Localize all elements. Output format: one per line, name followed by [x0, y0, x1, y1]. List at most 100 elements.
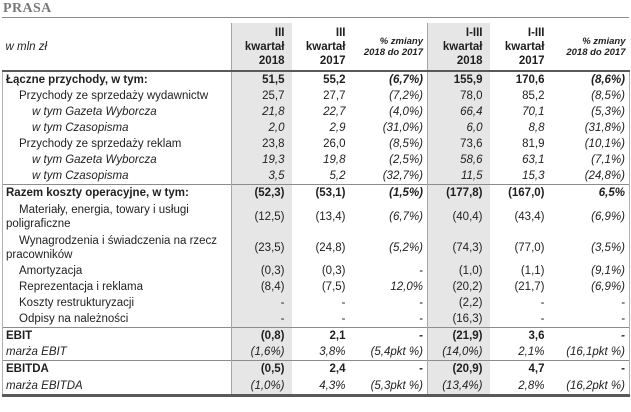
value-cell: 2,1% [518, 346, 545, 358]
value-cell: 6,5% [551, 184, 630, 201]
table-row: marża EBIT (1,6%) 3,8% (5,4pkt %) (14,0%… [2, 344, 630, 361]
value-cell: 78,0 [427, 88, 490, 104]
value-cell: (5,2%) [389, 241, 423, 254]
value-cell: (40,4) [427, 201, 490, 232]
value-cell: (2,5%) [389, 154, 423, 166]
table-row: w tym Gazeta Wyborcza 21,8 22,7 (4,0%) 6… [2, 104, 630, 120]
value-cell: - [419, 265, 423, 277]
row-label: w tym Czasopisma [2, 168, 232, 185]
value-cell: (0,5) [231, 360, 292, 377]
col-header-ytd-2017: I-III kwartał 2017 [489, 23, 552, 72]
value-cell: 73,6 [427, 136, 490, 152]
value-cell: (2,2) [427, 295, 490, 311]
value-cell: (43,4) [514, 210, 545, 223]
value-cell: (16,2pkt %) [551, 377, 630, 397]
value-cell: 2,0 [231, 120, 292, 136]
value-cell: 23,8 [231, 136, 292, 152]
row-label: Amortyzacja [2, 263, 232, 279]
value-cell: 19,8 [323, 154, 346, 166]
row-label: marża EBITDA [2, 377, 232, 397]
value-cell: (1,0%) [231, 377, 292, 397]
table-body: Łączne przychody, w tym: 51,5 55,2 (6,7%… [2, 71, 630, 397]
value-cell: (7,2%) [389, 90, 423, 102]
value-cell: (6,7%) [389, 210, 423, 223]
value-cell: 12,0% [390, 281, 423, 293]
value-cell: - [231, 295, 292, 311]
value-cell: - [231, 311, 292, 328]
value-cell: 2,9 [329, 122, 346, 134]
value-cell: (5,3%) [551, 104, 630, 120]
value-cell: (13,4) [315, 210, 346, 223]
value-cell: 21,8 [231, 104, 292, 120]
value-cell: 2,8% [489, 377, 552, 397]
value-cell: (177,8) [427, 184, 490, 201]
table-row: EBIT (0,8) 2,1 - (21,9) 3,6 - [2, 327, 630, 344]
unit-label: w mln zł [2, 23, 232, 72]
value-cell: 3,5 [231, 168, 292, 185]
row-label: Przychody ze sprzedaży wydawnictw [2, 88, 232, 104]
row-label: Odpisy na należności [2, 311, 232, 328]
table-row: Materiały, energia, towary i usługi poli… [2, 201, 630, 232]
value-cell: (12,5) [231, 201, 292, 232]
row-label: Materiały, energia, towary i usługi poli… [2, 201, 232, 232]
value-cell: 66,4 [427, 104, 490, 120]
value-cell: 2,1 [291, 327, 353, 344]
value-cell: 27,7 [323, 90, 346, 102]
title-divider [2, 17, 629, 18]
value-cell: - [352, 327, 428, 344]
value-cell: (0,3) [321, 265, 346, 277]
value-cell: (10,1%) [551, 136, 630, 152]
table-row: Przychody ze sprzedaży wydawnictw 25,7 2… [2, 88, 630, 104]
col-header-change-ytd: % zmiany 2018 do 2017 [551, 23, 630, 72]
report-page: PRASA w mln zł III kwartał 2018 III kwar… [2, 1, 630, 397]
value-cell: (53,1) [291, 184, 353, 201]
value-cell: 3,8% [319, 346, 346, 358]
value-cell: - [352, 360, 428, 377]
value-cell: 15,3 [522, 170, 545, 182]
value-cell: 4,7 [489, 360, 552, 377]
value-cell: - [540, 297, 545, 309]
value-cell: (20,9) [427, 360, 490, 377]
value-cell: (0,8) [231, 327, 292, 344]
value-cell: (0,3) [231, 263, 292, 279]
value-cell: 81,9 [522, 138, 545, 150]
table-header: w mln zł III kwartał 2018 III kwartał 20… [2, 23, 630, 72]
table-row: Razem koszty operacyjne, w tym: (52,3) (… [2, 184, 630, 201]
row-label: w tym Gazeta Wyborcza [2, 104, 232, 120]
table-row: marża EBITDA (1,0%) 4,3% (5,3pkt %) (13,… [2, 377, 630, 397]
value-cell: 5,2 [329, 170, 346, 182]
table-row: w tym Czasopisma 2,0 2,9 (31,0%) 6,0 8,8… [2, 120, 630, 136]
financial-table: w mln zł III kwartał 2018 III kwartał 20… [2, 23, 630, 397]
value-cell: 6,0 [427, 120, 490, 136]
row-label: Koszty restrukturyzacji [2, 295, 232, 311]
value-cell: (6,7%) [389, 74, 423, 86]
value-cell: 19,3 [231, 152, 292, 168]
value-cell: - [551, 295, 630, 311]
value-cell: 85,2 [522, 90, 545, 102]
row-label: Łączne przychody, w tym: [2, 71, 232, 88]
row-label: w tym Gazeta Wyborcza [2, 152, 232, 168]
value-cell: (21,7) [514, 281, 545, 293]
value-cell: 3,6 [489, 327, 552, 344]
value-cell: (8,4) [231, 279, 292, 295]
value-cell: (32,7%) [382, 170, 423, 182]
value-cell: - [551, 311, 630, 328]
value-cell: 70,1 [522, 106, 545, 118]
value-cell: (1,1) [520, 265, 545, 277]
table-row: w tym Gazeta Wyborcza 19,3 19,8 (2,5%) 5… [2, 152, 630, 168]
col-header-q3-2017: III kwartał 2017 [291, 23, 353, 72]
value-cell: 8,8 [528, 122, 545, 134]
value-cell: 170,6 [515, 74, 545, 86]
table-row: w tym Czasopisma 3,5 5,2 (32,7%) 11,5 15… [2, 168, 630, 185]
value-cell: 25,7 [231, 88, 292, 104]
value-cell: 2,4 [291, 360, 353, 377]
value-cell: 4,3% [291, 377, 353, 397]
col-header-ytd-2018: I-III kwartał 2018 [427, 23, 490, 72]
value-cell: (31,8%) [551, 120, 630, 136]
value-cell: (1,5%) [352, 184, 428, 201]
value-cell: (74,3) [427, 232, 490, 263]
table-row: Amortyzacja (0,3) (0,3) - (1,0) (1,1) (9… [2, 263, 630, 279]
value-cell: (8,5%) [389, 138, 423, 150]
value-cell: 58,6 [427, 152, 490, 168]
value-cell: - [419, 297, 423, 309]
